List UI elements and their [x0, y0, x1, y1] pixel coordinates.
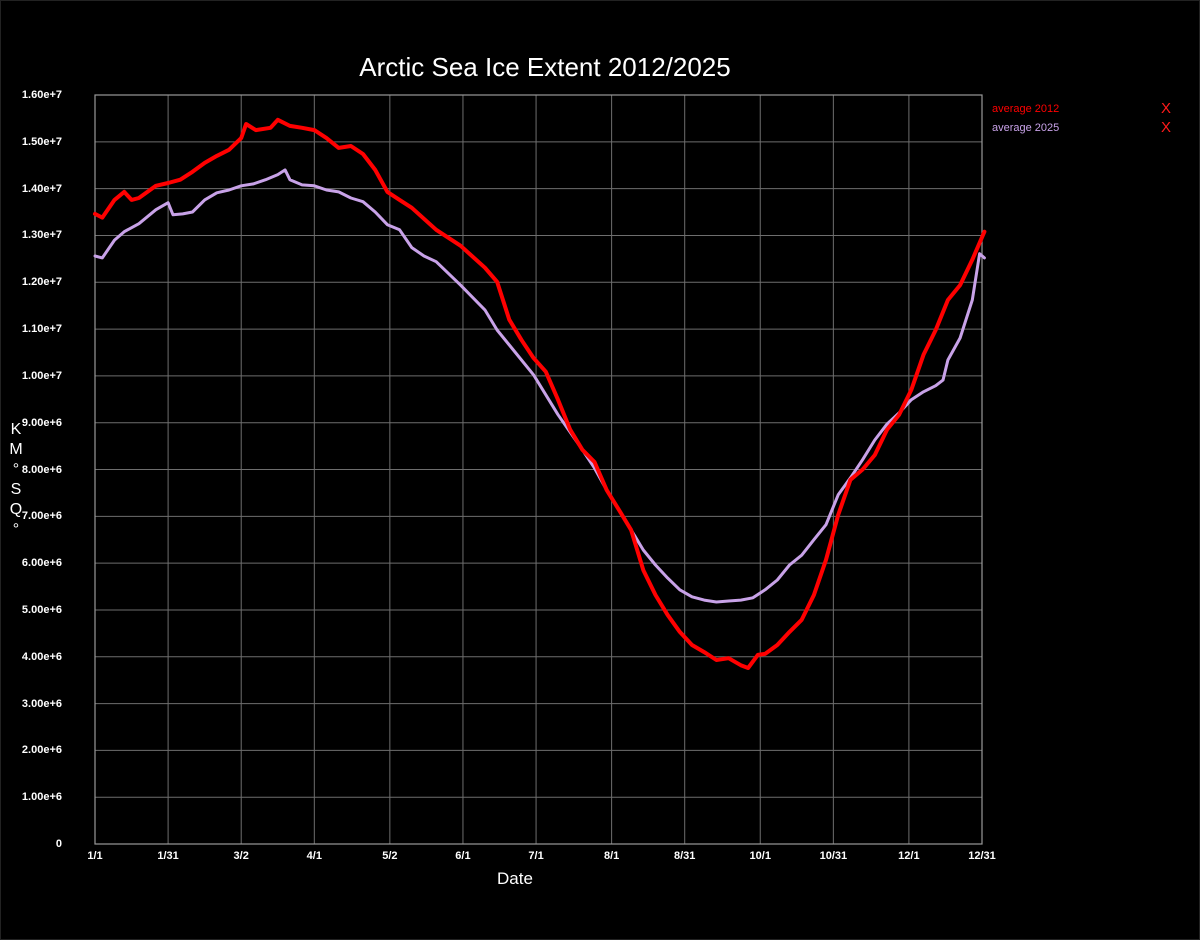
x-tick-label: 12/1: [898, 850, 920, 862]
y-axis-label: K M ° S Q °: [8, 420, 24, 540]
y-tick-label: 5.00e+6: [21, 603, 62, 616]
y-tick-label: 1.10e+7: [21, 323, 62, 336]
x-tick-label: 12/31: [968, 850, 996, 862]
remove-series-2025-button[interactable]: X: [1161, 119, 1172, 136]
gridlines: [94, 94, 983, 845]
y-tick-label: 1.00e+6: [21, 791, 62, 804]
y-tick-label: 0: [55, 838, 62, 850]
x-tick-label: 10/31: [819, 850, 848, 862]
x-axis-label: Date: [497, 869, 533, 888]
x-tick-label: 4/1: [306, 850, 322, 862]
y-axis-label-char: °: [12, 461, 20, 478]
series-line-average-2025: [93, 168, 986, 604]
y-axis-label-char: M: [9, 441, 23, 458]
x-tick-label: 6/1: [455, 850, 471, 862]
y-tick-label: 1.00e+7: [21, 369, 62, 382]
x-tick-label: 3/2: [233, 850, 249, 862]
y-tick-label: 7.00e+6: [21, 510, 62, 523]
x-tick-label: 5/2: [382, 850, 398, 862]
series-line-average-2012: [93, 117, 987, 670]
y-axis-label-char: S: [10, 481, 22, 498]
x-tick-label: 1/1: [87, 850, 103, 862]
legend-item-2012: average 2012 X: [992, 100, 1172, 122]
y-tick-label: 1.60e+7: [21, 89, 62, 101]
legend-label-2025[interactable]: average 2025: [992, 122, 1060, 134]
y-axis-label-char: K: [10, 421, 22, 438]
x-tick-label: 8/1: [603, 850, 620, 862]
data-series: [93, 117, 987, 670]
y-tick-label: 1.40e+7: [21, 182, 62, 195]
axis-box: [94, 94, 983, 845]
y-tick-label: 9.00e+6: [21, 416, 62, 429]
remove-series-2012-button[interactable]: X: [1161, 100, 1172, 117]
y-tick-label: 3.00e+6: [21, 697, 62, 710]
x-tick-label: 1/31: [157, 850, 179, 862]
chart-title: Arctic Sea Ice Extent 2012/2025: [359, 52, 731, 82]
legend-item-2025: average 2025 X: [992, 119, 1172, 141]
y-axis-label-char: °: [12, 521, 20, 538]
y-axis-label-char: Q: [9, 501, 23, 518]
legend: average 2012 X average 2025 X: [992, 100, 1172, 141]
x-tick-label: 10/1: [749, 850, 771, 862]
y-tick-label: 2.00e+6: [21, 744, 62, 757]
x-tick-label: 8/31: [673, 850, 696, 862]
y-tick-label: 1.20e+7: [21, 276, 62, 289]
y-tick-label: 6.00e+6: [21, 557, 62, 570]
legend-label-2012[interactable]: average 2012: [992, 103, 1060, 115]
y-tick-label: 4.00e+6: [21, 650, 62, 663]
x-tick-label: 7/1: [528, 850, 544, 862]
y-tick-label: 8.00e+6: [21, 463, 62, 476]
y-tick-label: 1.30e+7: [21, 229, 62, 242]
y-tick-label: 1.50e+7: [21, 135, 62, 148]
